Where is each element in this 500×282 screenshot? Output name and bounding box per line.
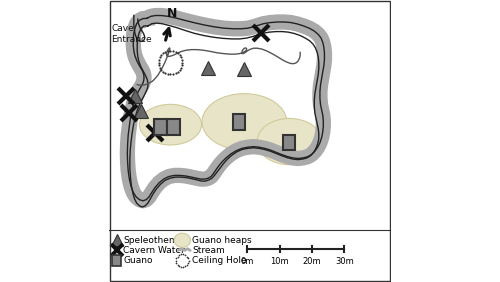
Text: Guano: Guano (123, 256, 152, 265)
FancyBboxPatch shape (112, 255, 122, 266)
Text: Speleothem: Speleothem (123, 236, 178, 245)
Text: 30m: 30m (335, 257, 354, 266)
Ellipse shape (202, 94, 286, 150)
Text: Cavern Water: Cavern Water (123, 246, 185, 255)
Text: 10m: 10m (270, 257, 289, 266)
Text: Cave
Entrance: Cave Entrance (112, 24, 152, 44)
FancyBboxPatch shape (167, 119, 179, 135)
Text: Ceiling Hole: Ceiling Hole (192, 256, 247, 265)
Text: 0m: 0m (240, 257, 254, 266)
Text: 20m: 20m (302, 257, 322, 266)
FancyBboxPatch shape (154, 119, 166, 135)
Text: N: N (166, 7, 177, 20)
Ellipse shape (174, 233, 190, 247)
Text: Stream: Stream (192, 246, 225, 255)
Ellipse shape (140, 104, 202, 145)
Text: Guano heaps: Guano heaps (192, 236, 252, 245)
Ellipse shape (257, 118, 322, 165)
FancyBboxPatch shape (282, 135, 295, 150)
FancyBboxPatch shape (233, 114, 245, 130)
